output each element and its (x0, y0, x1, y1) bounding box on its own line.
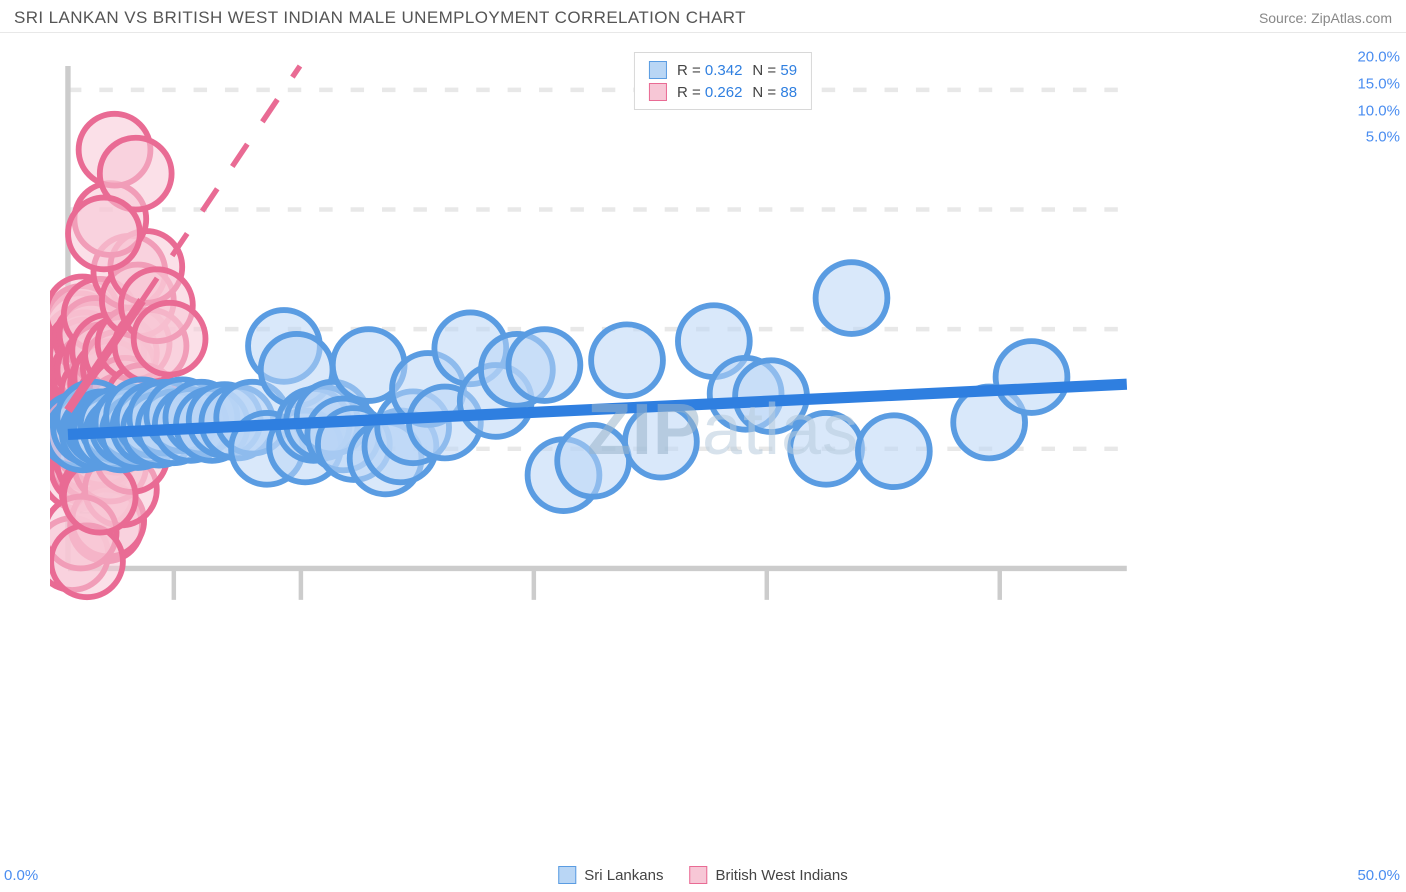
legend-item: British West Indians (689, 866, 847, 884)
swatch-icon (649, 83, 667, 101)
y-axis-tick-label: 10.0% (1357, 102, 1400, 119)
scatter-plot (50, 48, 1396, 721)
y-axis-tick-label: 20.0% (1357, 49, 1400, 66)
legend-stats-row: R = 0.342 N = 59 (649, 59, 797, 81)
legend-label: British West Indians (715, 867, 847, 884)
legend-label: Sri Lankans (584, 867, 663, 884)
legend-stats-row: R = 0.262 N = 88 (649, 81, 797, 103)
x-axis-tick-label: 0.0% (4, 867, 38, 884)
y-axis-tick-label: 15.0% (1357, 76, 1400, 93)
legend-series: Sri Lankans British West Indians (558, 866, 848, 884)
y-axis-tick-label: 5.0% (1366, 129, 1400, 146)
source-attribution: Source: ZipAtlas.com (1259, 10, 1392, 26)
chart-title: SRI LANKAN VS BRITISH WEST INDIAN MALE U… (14, 8, 746, 28)
legend-stats: R = 0.342 N = 59 R = 0.262 N = 88 (634, 52, 812, 110)
legend-item: Sri Lankans (558, 866, 663, 884)
swatch-icon (649, 61, 667, 79)
chart-area: Male Unemployment ZIPatlas R = 0.342 N =… (50, 48, 1396, 844)
chart-header: SRI LANKAN VS BRITISH WEST INDIAN MALE U… (0, 0, 1406, 33)
swatch-icon (558, 866, 576, 884)
x-axis-tick-label: 50.0% (1357, 867, 1400, 884)
swatch-icon (689, 866, 707, 884)
